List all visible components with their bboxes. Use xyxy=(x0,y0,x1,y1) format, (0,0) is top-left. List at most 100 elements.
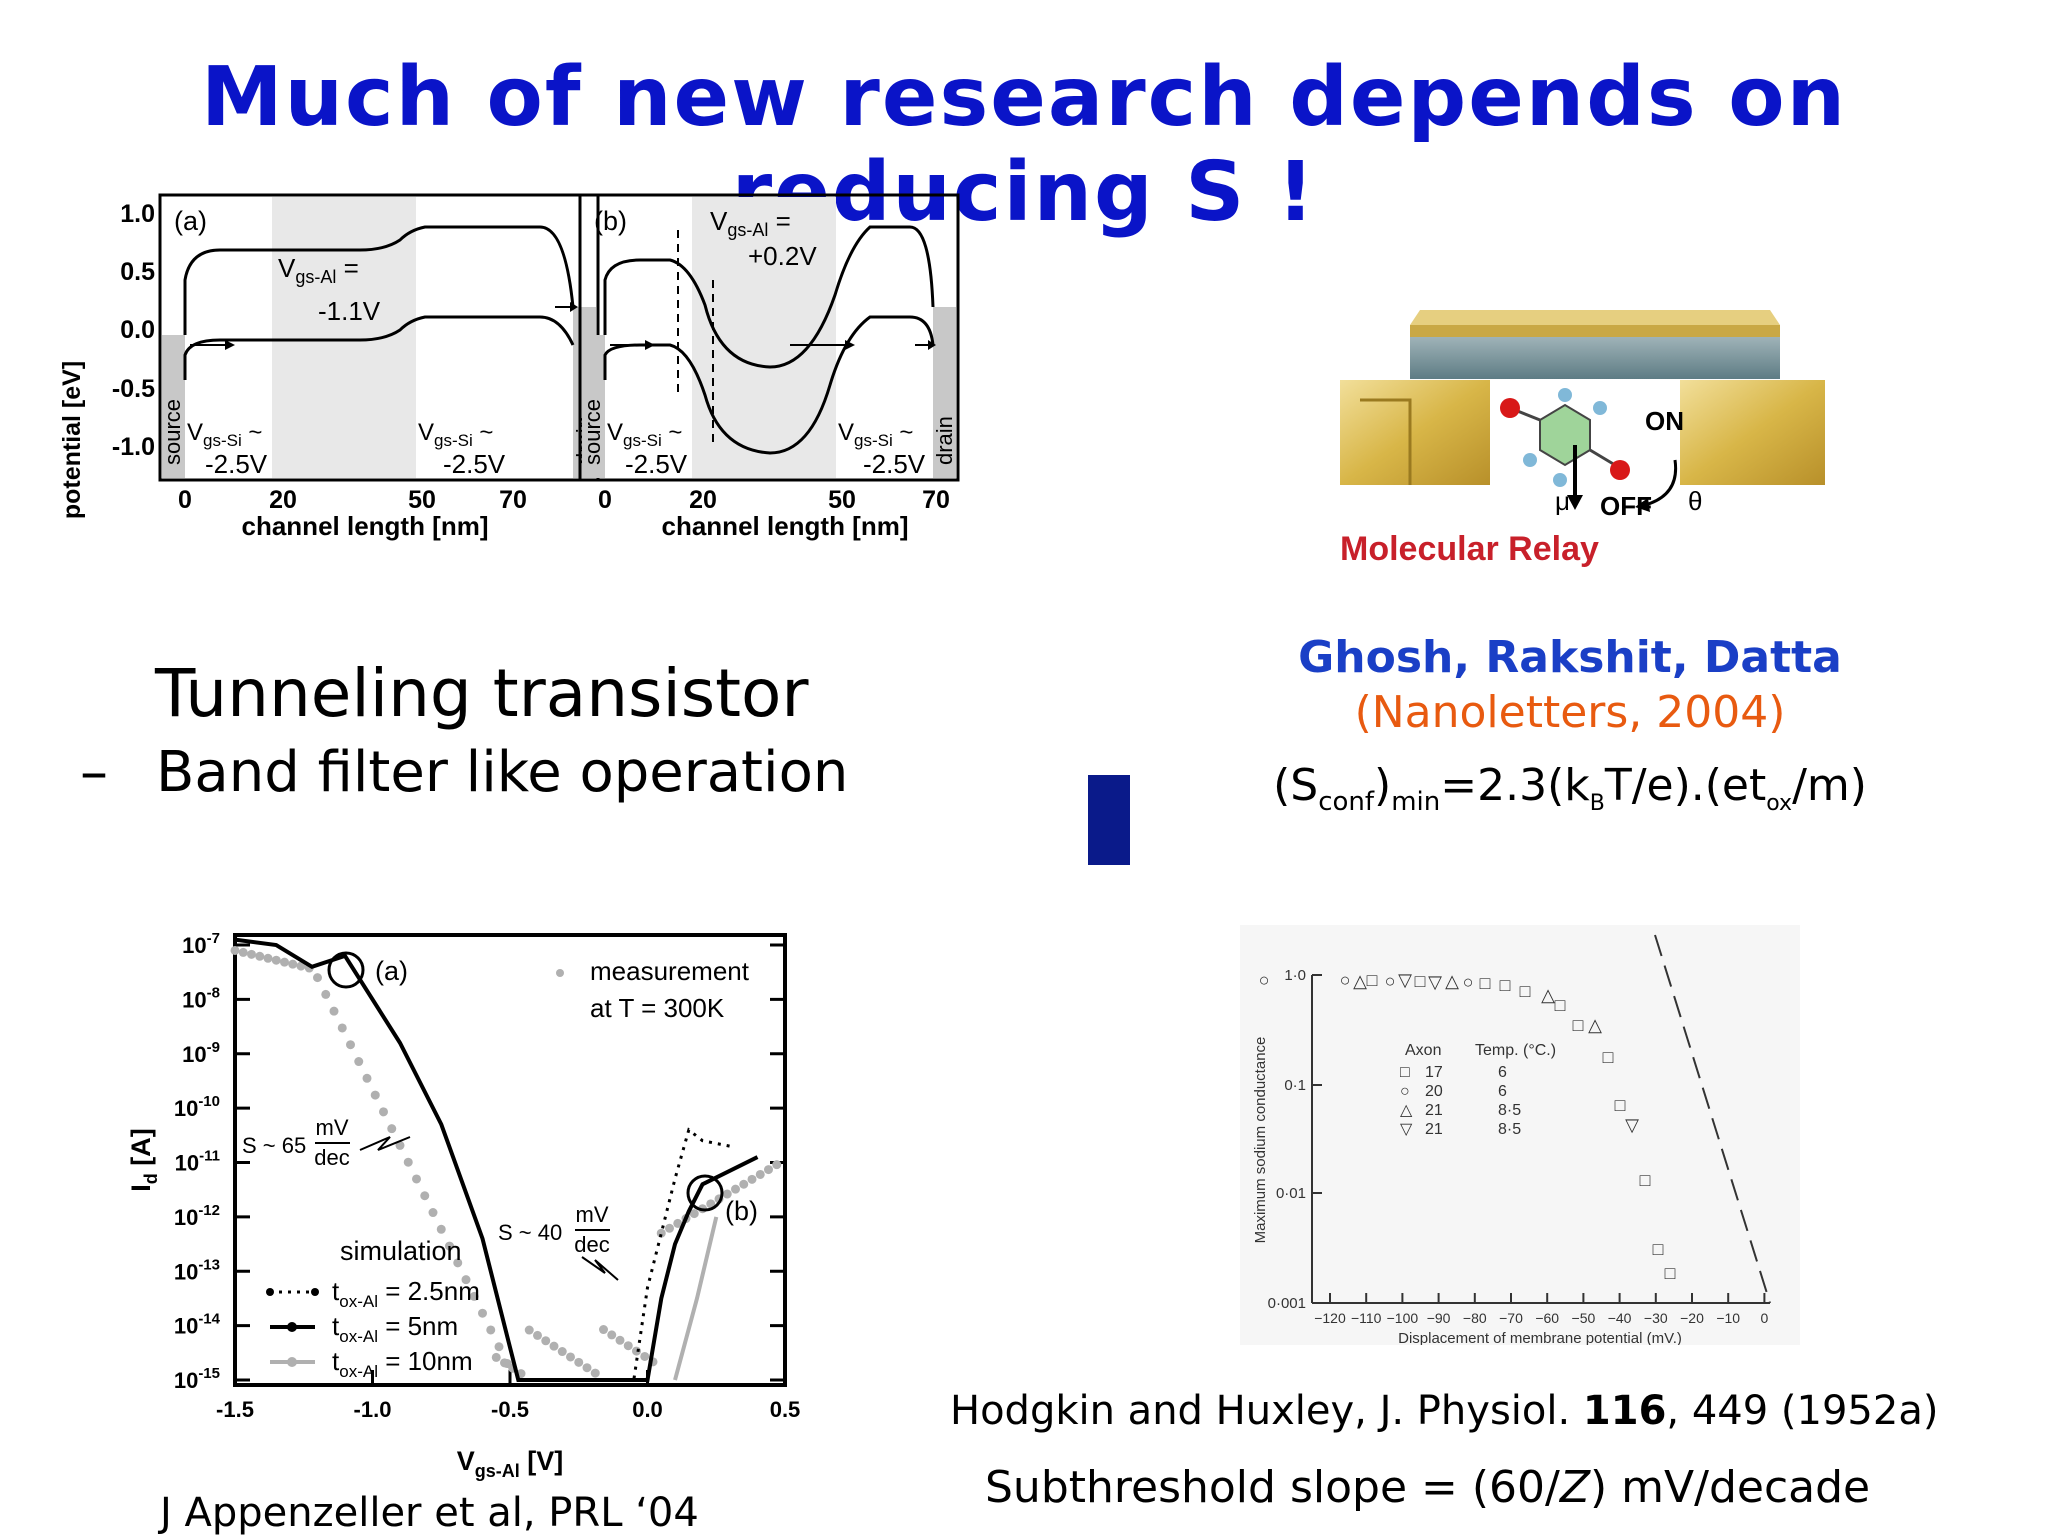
svg-text:-2.5V: -2.5V xyxy=(863,449,926,479)
vgs-si-a-left: Vgs-Si ~ xyxy=(187,419,262,450)
svg-text:−40: −40 xyxy=(1608,1310,1632,1326)
gate-region-b xyxy=(692,197,836,478)
svg-text:−120: −120 xyxy=(1314,1310,1346,1326)
relay-on: ON xyxy=(1645,406,1684,436)
band-xticks-b: 0 20 50 70 xyxy=(598,486,950,514)
band-xlabel-a: channel length [nm] xyxy=(242,511,489,541)
id-xtick: -1.0 xyxy=(354,1397,392,1422)
svg-text:0.5: 0.5 xyxy=(120,258,155,286)
svg-text:0: 0 xyxy=(1761,1310,1769,1326)
id-vgs-plot: 10-7 10-8 10-9 10-10 10-11 10-12 10-13 10-14 10-… xyxy=(126,930,801,1481)
svg-text:□: □ xyxy=(1367,970,1378,990)
band-yticks: 1.0 0.5 0.0 -0.5 -1.0 xyxy=(112,200,155,461)
svg-text:Temp. (°C.): Temp. (°C.) xyxy=(1475,1042,1556,1059)
svg-text:mV: mV xyxy=(316,1115,349,1140)
id-xtick: -1.5 xyxy=(216,1397,254,1422)
band-panel-b: (b) Vgs-Al = +0.2V Vgs-Si ~ -2.5V Vgs-Si… xyxy=(578,193,960,482)
relay-caption: Molecular Relay xyxy=(1340,530,1599,568)
svg-text:-0.5: -0.5 xyxy=(112,375,155,403)
svg-text:measurement: measurement xyxy=(590,956,750,986)
molecule xyxy=(1500,388,1630,487)
vgs-al-a: Vgs-Al = xyxy=(278,253,359,287)
svg-text:source: source xyxy=(580,399,605,465)
svg-text:0: 0 xyxy=(598,486,612,514)
svg-text:tox-Al = 10nm: tox-Al = 10nm xyxy=(332,1346,473,1381)
svg-text:1·0: 1·0 xyxy=(1284,967,1306,984)
svg-text:8·5: 8·5 xyxy=(1498,1121,1521,1138)
svg-text:△: △ xyxy=(1588,1015,1602,1035)
id-ytick: 10-7 xyxy=(182,930,220,958)
subthreshold-slope: Subthreshold slope = (60/Z) mV/decade xyxy=(985,1462,1871,1513)
vgs-al-b: Vgs-Al = xyxy=(710,206,791,240)
svg-text:20: 20 xyxy=(1425,1083,1443,1100)
svg-text:□: □ xyxy=(1640,1170,1651,1190)
svg-text:□: □ xyxy=(1555,995,1566,1015)
svg-text:−50: −50 xyxy=(1572,1310,1596,1326)
svg-text:Id [A]: Id [A] xyxy=(126,1128,161,1192)
svg-text:□: □ xyxy=(1415,971,1426,991)
appenzeller-citation: J Appenzeller et al, PRL ‘04 xyxy=(160,1490,699,1536)
relay-off: OFF xyxy=(1600,491,1652,521)
vgs-si-a-right: Vgs-Si ~ xyxy=(418,419,493,450)
panel-b-label: (b) xyxy=(594,206,627,236)
conduction-band-b xyxy=(603,225,935,369)
svg-text:Vgs-Si ~: Vgs-Si ~ xyxy=(838,419,913,450)
svg-text:at T = 300K: at T = 300K xyxy=(590,993,725,1023)
svg-text:dec: dec xyxy=(574,1232,609,1257)
svg-text:0·01: 0·01 xyxy=(1276,1185,1306,1202)
svg-text:□: □ xyxy=(1615,1095,1626,1115)
left-electrode xyxy=(1340,380,1490,485)
sim-legend: tox-Al = 2.5nm tox-Al = 5nm tox-Al = 10n… xyxy=(266,1276,480,1381)
id-ytick: 10-15 xyxy=(174,1365,220,1393)
svg-text:□: □ xyxy=(1400,1064,1410,1081)
source-region-a xyxy=(162,335,185,478)
svg-text:8·5: 8·5 xyxy=(1498,1102,1521,1119)
svg-text:6: 6 xyxy=(1498,1064,1507,1081)
panel-a-label: (a) xyxy=(174,206,207,236)
id-ytick: 10-12 xyxy=(174,1202,220,1230)
svg-text:70: 70 xyxy=(922,486,950,514)
band-ylabel: potential [eV] xyxy=(60,361,86,519)
svg-text:−80: −80 xyxy=(1463,1310,1487,1326)
hh-legend: Axon Temp. (°C.) □ 17 6 ○ 20 6 △ 21 8·5 ▽ 21 8·5 xyxy=(1400,1042,1556,1138)
tunneling-bullet: – Band filter like operation xyxy=(80,740,849,805)
svg-text:−70: −70 xyxy=(1499,1310,1523,1326)
svg-text:Axon: Axon xyxy=(1405,1042,1441,1059)
svg-text:6: 6 xyxy=(1498,1083,1507,1100)
id-ytick: 10-14 xyxy=(174,1311,221,1339)
svg-text:-2.5V: -2.5V xyxy=(625,449,688,479)
svg-text:0·1: 0·1 xyxy=(1284,1077,1306,1094)
svg-text:(a): (a) xyxy=(375,956,408,986)
svg-text:□: □ xyxy=(1603,1047,1614,1067)
ghosh-citation: Ghosh, Rakshit, Datta (Nanoletters, 2004… xyxy=(1180,632,1960,817)
svg-text:0·001: 0·001 xyxy=(1268,1295,1306,1312)
svg-text:□: □ xyxy=(1480,973,1491,993)
svg-text:Displacement of membrane poten: Displacement of membrane potential (mV.) xyxy=(1398,1330,1682,1345)
svg-text:−10: −10 xyxy=(1716,1310,1740,1326)
svg-text:○: ○ xyxy=(1385,971,1396,991)
svg-text:70: 70 xyxy=(499,486,527,514)
svg-text:S ~ 40: S ~ 40 xyxy=(498,1220,562,1245)
gate-region-a xyxy=(272,197,416,478)
svg-text:□: □ xyxy=(1573,1015,1584,1035)
valence-band-b xyxy=(603,315,935,455)
id-xtick: 0.5 xyxy=(770,1397,801,1422)
svg-text:-1.0: -1.0 xyxy=(112,433,155,461)
svg-text:simulation: simulation xyxy=(340,1236,462,1266)
accent-bar xyxy=(1088,775,1130,865)
marker-circle-a xyxy=(327,951,365,989)
ghosh-formula: (Sconf)min=2.3(kBT/e).(etox/m) xyxy=(1273,760,1867,817)
molecular-relay-figure: ON OFF μ θ Molecular Relay xyxy=(1340,310,1825,568)
svg-text:△: △ xyxy=(1445,971,1459,991)
svg-text:+0.2V: +0.2V xyxy=(748,241,817,271)
svg-text:θ: θ xyxy=(1688,486,1702,516)
svg-text:○: ○ xyxy=(1400,1083,1410,1100)
svg-text:▽: ▽ xyxy=(1625,1115,1639,1135)
svg-text:tox-Al = 2.5nm: tox-Al = 2.5nm xyxy=(332,1276,480,1311)
id-ytick: 10-11 xyxy=(175,1148,220,1176)
svg-text:-1.1V: -1.1V xyxy=(318,296,381,326)
svg-text:0: 0 xyxy=(178,486,192,514)
svg-text:−90: −90 xyxy=(1427,1310,1451,1326)
id-xtick: -0.5 xyxy=(491,1397,529,1422)
id-ytick: 10-9 xyxy=(182,1039,220,1067)
